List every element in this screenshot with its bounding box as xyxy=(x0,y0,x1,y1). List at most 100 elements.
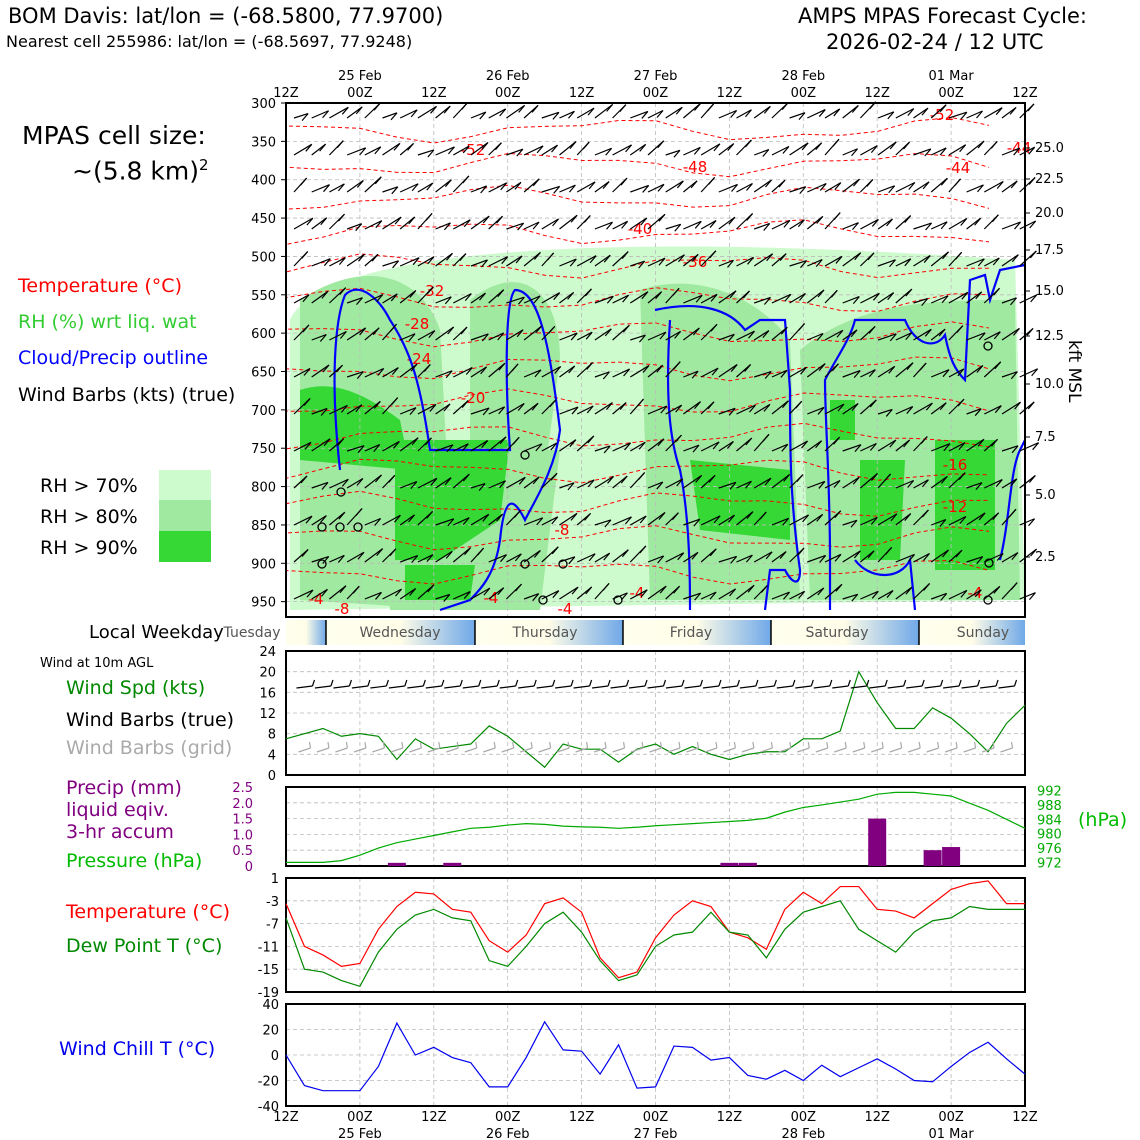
wind-barb-flag xyxy=(567,482,575,491)
surface-wind-barb xyxy=(795,685,812,689)
wind-barb xyxy=(789,292,806,304)
grid-wind-barb xyxy=(427,747,440,753)
surface-wind-barb xyxy=(998,685,1015,689)
wind-barb-flag xyxy=(976,184,984,193)
grid-wind-barb xyxy=(981,747,995,753)
surface-wind-barb-flag xyxy=(330,679,334,687)
wind-barb-flag xyxy=(712,441,720,450)
wind-barb xyxy=(824,403,845,415)
wind-tick-label: 24 xyxy=(259,645,276,660)
wind-barb-flag xyxy=(869,443,877,451)
wind-barb xyxy=(329,554,345,563)
cloud-outline xyxy=(823,263,1026,610)
wind-barb xyxy=(559,439,577,452)
surface-wind-barb-flag xyxy=(533,679,537,687)
wind-barb-flag xyxy=(606,221,613,230)
wind-barb-flag xyxy=(886,218,893,227)
wind-barb-flag xyxy=(851,105,859,113)
surface-wind-barb xyxy=(850,685,867,689)
wind-barb-flag xyxy=(744,480,752,489)
wind-barb xyxy=(453,591,471,600)
weekday-label-sunday: Sunday xyxy=(957,625,1009,641)
wind-barb-flag xyxy=(1013,327,1020,336)
kft-tick-label: 20.0 xyxy=(1035,206,1064,221)
wind-barb xyxy=(736,554,753,563)
wind-barb-flag xyxy=(517,222,525,231)
wind-barb xyxy=(753,403,771,415)
wind-barb xyxy=(594,295,614,304)
wind-barb xyxy=(877,141,897,156)
wind-barb-flag xyxy=(854,252,862,261)
surface-wind-barb-flag xyxy=(792,679,796,687)
wind-barb xyxy=(594,519,612,526)
wind-barb-flag xyxy=(993,585,1001,594)
isotherm-line xyxy=(285,253,990,279)
wind-barb-flag xyxy=(320,217,328,226)
wind-barb xyxy=(594,328,612,341)
precip-frame xyxy=(285,786,1026,867)
wind-barb xyxy=(895,362,914,378)
grid-wind-barb xyxy=(741,747,755,753)
surface-wind-barb xyxy=(758,685,775,689)
wind-barb-flag xyxy=(904,513,912,521)
wind-barb-flag xyxy=(301,251,309,259)
wind-barb xyxy=(311,217,328,230)
wind-barb-flag xyxy=(390,112,398,121)
wind-barb xyxy=(771,400,789,415)
wind-barb xyxy=(452,547,471,563)
wind-barb-flag xyxy=(339,331,347,339)
surface-wind-barb xyxy=(979,685,997,689)
wind-barb-flag xyxy=(760,585,768,593)
wind-barb-flag xyxy=(392,260,400,269)
wind-barb xyxy=(930,518,947,526)
wind-barb-flag xyxy=(816,215,824,224)
wind-barb xyxy=(559,512,578,526)
wind-barb-flag xyxy=(479,111,487,120)
wind-barb-flag xyxy=(410,481,418,490)
wind-barb xyxy=(612,144,632,156)
wind-barb-flag xyxy=(905,288,913,297)
wind-barb-flag xyxy=(498,362,506,371)
wind-barb xyxy=(700,143,721,156)
calm-wind-circle xyxy=(336,487,346,497)
wind-barb-flag xyxy=(920,436,928,444)
wind-barb xyxy=(913,181,930,193)
wind-barb xyxy=(1019,146,1035,156)
grid-wind-barb-flag xyxy=(641,741,644,749)
wind-barb xyxy=(311,515,327,526)
wind-barb-flag xyxy=(500,554,507,563)
wind-barb xyxy=(665,478,683,489)
wind-barb-flag xyxy=(798,590,806,599)
wind-barb xyxy=(329,330,347,341)
top-time-tick-label: 12Z xyxy=(864,86,890,101)
wind-barb xyxy=(718,109,737,119)
wind-barb-flag xyxy=(658,213,666,222)
wind-barb-flag xyxy=(727,259,734,268)
wind-barb-flag xyxy=(533,550,541,558)
wind-barb xyxy=(842,222,859,230)
hpa-label: (hPa) xyxy=(1078,809,1128,831)
pressure-tick-label: 650 xyxy=(251,366,276,381)
wind-barb xyxy=(1019,442,1039,452)
surface-wind-barb-flag xyxy=(921,679,925,687)
wind-barb-flag xyxy=(974,408,982,417)
isotherm-label: -4 xyxy=(558,600,573,618)
wind-barb-flag xyxy=(729,290,737,299)
wind-barb-flag xyxy=(657,438,665,447)
wind-barb xyxy=(506,181,522,193)
wind-barb-flag xyxy=(923,583,931,591)
legend-cloud: Cloud/Precip outline xyxy=(18,347,209,369)
wind-barb xyxy=(559,482,575,489)
wind-barb xyxy=(629,291,649,304)
wind-barb-flag xyxy=(605,147,613,156)
wind-barb-flag xyxy=(1011,552,1019,561)
wind-barb-flag xyxy=(302,294,310,303)
surface-wind-barb-flag xyxy=(995,679,999,687)
wind-barb-flag xyxy=(483,587,491,596)
wind-barb-flag xyxy=(569,258,577,267)
wind-barb-flag xyxy=(388,474,396,483)
precip-tick-label: 2.0 xyxy=(232,797,253,812)
wind-barb xyxy=(453,219,471,230)
wind-barb-flag xyxy=(638,334,646,343)
wind-barb-flag xyxy=(871,219,879,227)
